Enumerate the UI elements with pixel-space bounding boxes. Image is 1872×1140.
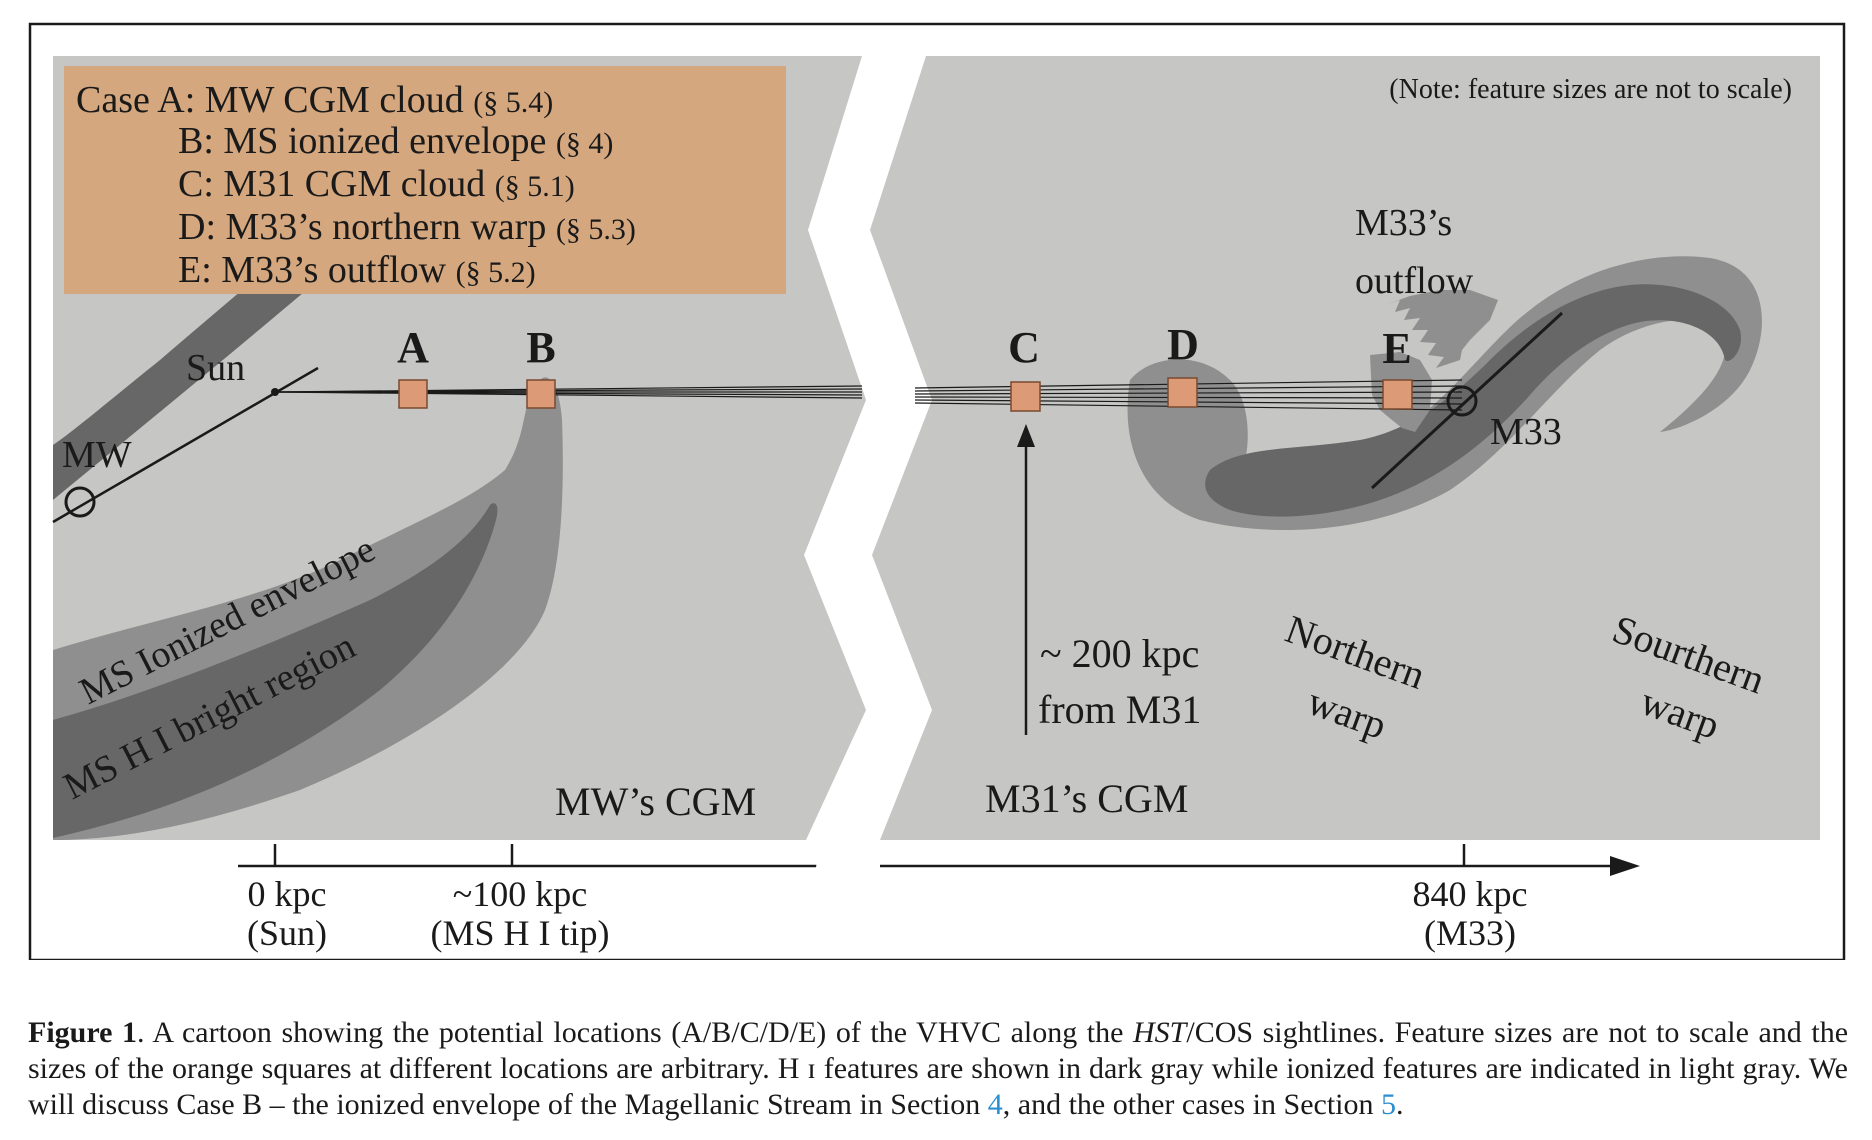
caption-hst: HST	[1133, 1016, 1187, 1049]
m33-hi-disk	[1205, 284, 1742, 517]
legend: Case A: MW CGM cloud (§ 5.4) B: MS ioniz…	[76, 79, 636, 291]
case-letters: A B C D E	[397, 320, 1412, 373]
figure-caption: Figure 1. A cartoon showing the potentia…	[28, 1015, 1848, 1123]
m33-outflow	[1385, 290, 1498, 368]
m33-outflow-label-1: M33’s	[1355, 202, 1452, 244]
tick-0-label-2: (Sun)	[247, 913, 327, 953]
ms-hi-bright-region	[53, 503, 498, 838]
legend-line-e: E: M33’s outflow (§ 5.2)	[178, 249, 536, 291]
caption-label: Figure 1	[28, 1016, 137, 1049]
distance-arrow-head	[1017, 424, 1035, 447]
label-a: A	[397, 323, 429, 372]
legend-line-c: C: M31 CGM cloud (§ 5.1)	[178, 163, 575, 205]
square-d	[1167, 377, 1198, 408]
caption-part-1: . A cartoon showing the potential locati…	[137, 1016, 1133, 1049]
label-c: C	[1008, 323, 1040, 372]
legend-line-d: D: M33’s northern warp (§ 5.3)	[178, 206, 636, 248]
label-b: B	[526, 323, 555, 372]
tick-100-label-2: (MS H I tip)	[431, 913, 610, 953]
legend-box	[64, 66, 786, 294]
square-c	[1010, 381, 1041, 412]
caption-part-4: .	[1396, 1088, 1404, 1121]
distance-label-1: ~ 200 kpc	[1040, 631, 1199, 676]
caption-part-2: /COS sightlines. Feature sizes are not t…	[28, 1016, 1849, 1121]
tick-840-label-2: (M33)	[1424, 913, 1516, 953]
caption-ref-section-4[interactable]: 4	[987, 1088, 1003, 1121]
tick-0-label-1: 0 kpc	[248, 874, 327, 914]
m33-label: M33	[1490, 411, 1562, 453]
tick-100-label-1: ~100 kpc	[453, 874, 587, 914]
caption-part-3: , and the other cases in Section	[1002, 1088, 1382, 1121]
square-e	[1382, 379, 1413, 410]
mw-label: MW	[62, 434, 132, 476]
distance-label-2: from M31	[1038, 687, 1201, 732]
square-b	[526, 379, 556, 409]
scale-note: (Note: feature sizes are not to scale)	[1389, 74, 1792, 105]
m33-marker	[1446, 385, 1478, 417]
legend-line-b: B: MS ionized envelope (§ 4)	[178, 120, 613, 162]
caption-ref-section-5[interactable]: 5	[1381, 1088, 1397, 1121]
case-squares	[398, 377, 1413, 412]
label-d: D	[1167, 320, 1199, 369]
square-a	[398, 379, 428, 409]
label-e: E	[1382, 324, 1411, 373]
axis-break	[812, 840, 880, 895]
axis-labels: 0 kpc (Sun) ~100 kpc (MS H I tip) 840 kp…	[247, 874, 1527, 953]
mw-marker	[64, 486, 96, 518]
tick-840-label-1: 840 kpc	[1413, 874, 1528, 914]
diagram: Case A: MW CGM cloud (§ 5.4) B: MS ioniz…	[28, 22, 1846, 960]
m33-outflow-label-2: outflow	[1355, 260, 1474, 302]
axis-arrow-head	[1610, 856, 1640, 876]
legend-line-a: Case A: MW CGM cloud (§ 5.4)	[76, 79, 553, 121]
m31-cgm-label: M31’s CGM	[985, 776, 1188, 821]
mw-cgm-label: MW’s CGM	[555, 779, 756, 824]
sightlines-left	[274, 385, 863, 399]
sun-label: Sun	[186, 347, 245, 389]
m33-disk-line	[1370, 311, 1564, 490]
